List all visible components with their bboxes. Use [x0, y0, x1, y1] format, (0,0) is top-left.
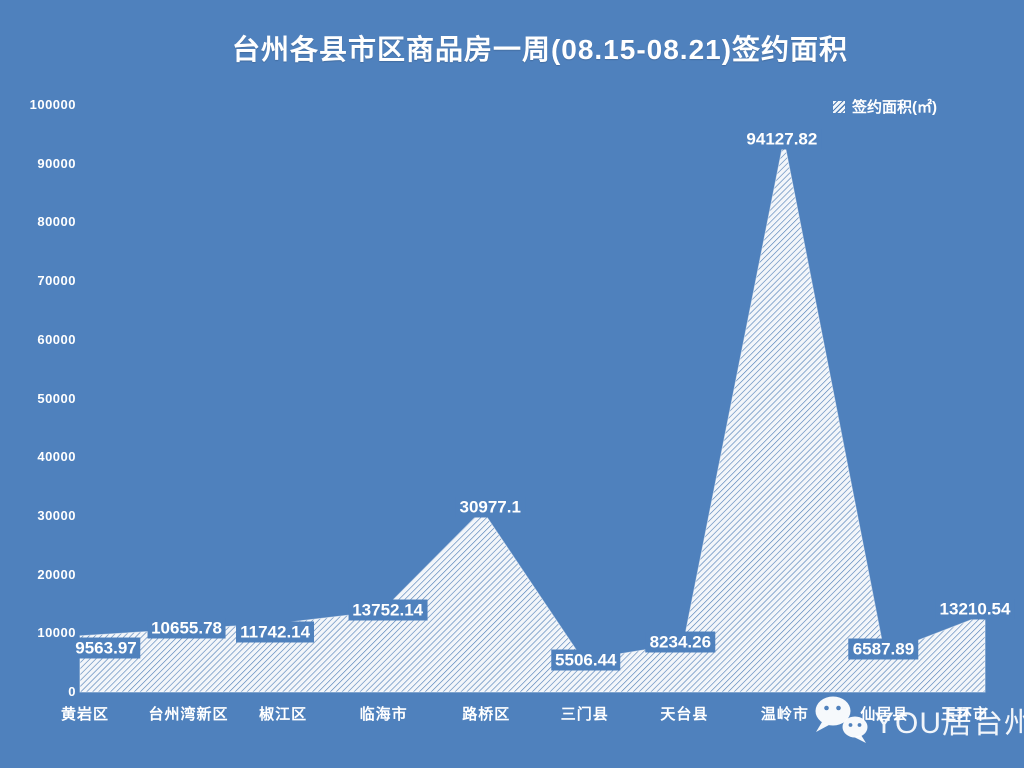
y-tick-label: 0	[68, 684, 76, 699]
data-label: 30977.1	[455, 496, 525, 518]
legend: 签约面积(㎡)	[833, 96, 937, 117]
y-tick-label: 20000	[37, 566, 76, 582]
y-tick-label: 50000	[37, 390, 76, 406]
x-category-label: 玉环市	[940, 706, 990, 723]
data-label: 13752.14	[348, 599, 428, 621]
x-category-label: 仙居县	[860, 706, 909, 723]
y-tick-label: 70000	[37, 273, 76, 289]
y-tick-label: 90000	[37, 155, 76, 171]
data-label: 11742.14	[236, 621, 315, 643]
x-category-label: 椒江区	[259, 706, 308, 723]
x-category-label: 黄岩区	[60, 706, 110, 723]
x-category-label: 台州湾新区	[148, 706, 229, 723]
area-series-polygon	[79, 139, 986, 693]
chart-title: 台州各县市区商品房一周(08.15-08.21)签约面积	[231, 34, 849, 65]
wechat-icon	[815, 696, 868, 743]
data-label: 13210.54	[935, 598, 1015, 620]
watermark-text: YOU居台州	[874, 707, 1024, 740]
x-category-label: 三门县	[560, 706, 609, 723]
y-tick-label: 100000	[29, 97, 76, 112]
y-tick-label: 80000	[37, 214, 76, 230]
data-label: 9563.97	[71, 637, 141, 659]
y-tick-label: 60000	[37, 331, 76, 347]
data-label: 8234.26	[645, 631, 716, 653]
data-label: 94127.82	[742, 128, 822, 150]
x-category-label: 临海市	[359, 706, 408, 723]
x-category-label: 温岭市	[760, 706, 809, 723]
y-tick-label: 30000	[37, 507, 76, 523]
x-category-label: 天台县	[660, 706, 709, 723]
data-label: 10655.78	[147, 617, 226, 639]
y-tick-label: 10000	[37, 625, 76, 641]
legend-label: 签约面积(㎡)	[852, 99, 937, 116]
data-label: 5506.44	[551, 649, 621, 671]
legend-hatch-marker-icon	[833, 100, 845, 113]
y-tick-label: 40000	[37, 449, 76, 465]
watermark: YOU居台州	[812, 694, 1024, 746]
data-label: 6587.89	[848, 638, 919, 660]
x-category-label: 路桥区	[462, 706, 511, 723]
